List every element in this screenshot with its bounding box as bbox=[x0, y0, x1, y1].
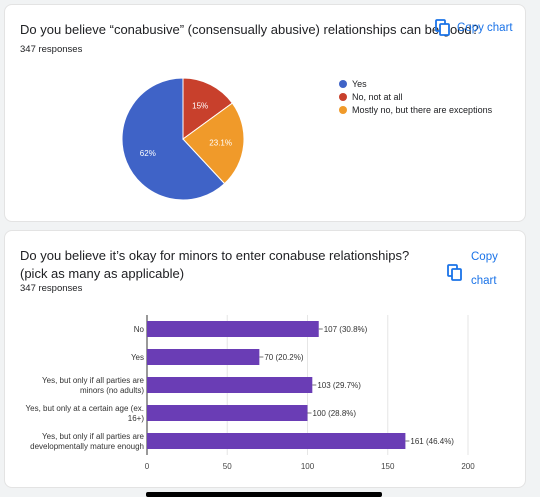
legend-swatch bbox=[339, 79, 347, 88]
pie-slice-2 bbox=[182, 102, 245, 185]
pie-slice-label: 62% bbox=[140, 149, 156, 158]
question-card-2: Do you believe it’s okay for minors to e… bbox=[4, 230, 526, 488]
y-category-label: Yes, but only if all parties are bbox=[42, 432, 145, 441]
response-count: 347 responses bbox=[20, 283, 83, 294]
legend-label: Mostly no, but there are exceptions bbox=[352, 104, 493, 115]
home-indicator bbox=[146, 492, 382, 497]
bar bbox=[147, 349, 260, 365]
bar bbox=[147, 405, 308, 421]
pie-chart: 62% 15% 23.1% bbox=[121, 77, 245, 201]
bar-value-label: 100 (28.8%) bbox=[313, 409, 357, 418]
legend-item-no: No, not at all bbox=[339, 90, 492, 103]
question-title: Do you believe it’s okay for minors to e… bbox=[20, 248, 410, 281]
legend-label: Yes bbox=[352, 78, 367, 89]
y-category-label: Yes, but only if all parties are bbox=[42, 376, 145, 385]
copy-chart-button[interactable]: Copy chart bbox=[435, 19, 513, 37]
bar bbox=[147, 321, 319, 337]
pie-slice-0 bbox=[121, 77, 226, 201]
legend-label: No, not at all bbox=[352, 91, 403, 102]
bar-value-label: 161 (46.4%) bbox=[410, 437, 454, 446]
copy-icon bbox=[435, 19, 450, 36]
bar bbox=[147, 433, 406, 449]
y-category-label: Yes, but only at a certain age (ex. bbox=[26, 404, 144, 413]
y-category-label: 16+) bbox=[128, 414, 145, 423]
copy-label-line2: chart bbox=[471, 275, 497, 287]
pie-slice-label: 15% bbox=[192, 101, 208, 110]
x-tick-label: 200 bbox=[461, 462, 475, 469]
bar-value-label: 107 (30.8%) bbox=[324, 325, 368, 334]
copy-chart-label: Copy chart bbox=[457, 22, 513, 34]
y-category-label: minors (no adults) bbox=[80, 386, 144, 395]
bar-value-label: 103 (29.7%) bbox=[317, 381, 361, 390]
legend-item-yes: Yes bbox=[339, 77, 492, 90]
bar bbox=[147, 377, 313, 393]
legend-swatch bbox=[339, 105, 347, 114]
x-tick-label: 100 bbox=[301, 462, 315, 469]
y-category-label: Yes bbox=[131, 353, 144, 362]
bar-value-label: 70 (20.2%) bbox=[264, 353, 303, 362]
y-category-label: developmentally mature enough bbox=[30, 442, 144, 451]
copy-icon bbox=[447, 264, 462, 281]
legend-item-mostly-no: Mostly no, but there are exceptions bbox=[339, 103, 492, 116]
copy-chart-button[interactable]: Copy chart bbox=[447, 245, 498, 293]
chart-legend: Yes No, not at all Mostly no, but there … bbox=[339, 77, 492, 116]
copy-label-line1: Copy bbox=[471, 251, 498, 263]
response-count: 347 responses bbox=[20, 44, 83, 55]
y-category-label: No bbox=[134, 325, 145, 334]
legend-swatch bbox=[339, 92, 347, 101]
pie-slice-1 bbox=[182, 77, 234, 140]
question-title: Do you believe “conabusive” (consensuall… bbox=[20, 22, 479, 37]
x-tick-label: 0 bbox=[145, 462, 150, 469]
bar-chart: 0 50 100 150 200 107 (30.8%) No 70 (20.2%) Yes 10… bbox=[26, 315, 475, 469]
x-tick-label: 150 bbox=[381, 462, 395, 469]
pie-slice-label: 23.1% bbox=[209, 139, 232, 148]
question-card-1: Do you believe “conabusive” (consensuall… bbox=[4, 4, 526, 222]
x-tick-label: 50 bbox=[223, 462, 232, 469]
